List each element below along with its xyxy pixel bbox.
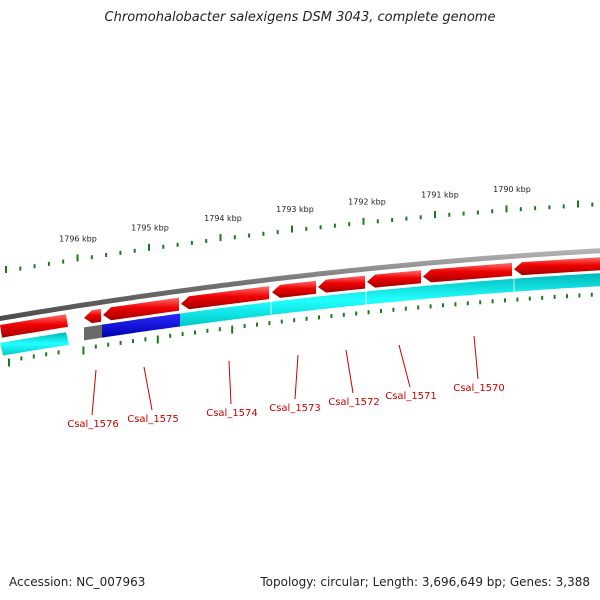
outer-ruler: [5, 200, 594, 273]
reverse-gene[interactable]: [180, 273, 600, 327]
gene-leader-line: [228, 360, 232, 405]
forward-gene[interactable]: [423, 262, 512, 283]
backbone-band: [0, 248, 600, 321]
kbp-label: 1790 kbp: [493, 185, 531, 194]
gene-labels: Csal_1576 Csal_1575 Csal_1574 Csal_1573 Csal…: [67, 335, 505, 430]
gene-label[interactable]: Csal_1571: [385, 391, 437, 402]
gene-label[interactable]: Csal_1570: [453, 383, 505, 394]
kbp-label: 1795 kbp: [131, 224, 169, 233]
accession-text: Accession: NC_007963: [9, 575, 146, 589]
gene-leader-line: [345, 349, 354, 394]
gene-label[interactable]: Csal_1576: [67, 419, 119, 430]
inner-ruler: [8, 292, 593, 367]
map-title: Chromohalobacter salexigens DSM 3043, co…: [104, 10, 496, 25]
forward-gene[interactable]: [514, 257, 600, 276]
kbp-label: 1793 kbp: [276, 205, 314, 214]
forward-gene[interactable]: [181, 286, 269, 310]
reverse-gene[interactable]: [0, 332, 69, 356]
kbp-label: 1792 kbp: [348, 197, 386, 206]
reverse-gene-track: [0, 273, 600, 356]
gene-label[interactable]: Csal_1573: [269, 403, 321, 414]
highlighted-gene[interactable]: [102, 313, 180, 338]
gene-leader-line: [473, 335, 479, 380]
gene-leader-line: [143, 366, 153, 411]
kbp-label: 1796 kbp: [59, 234, 97, 243]
forward-gene[interactable]: [84, 308, 101, 324]
forward-gene[interactable]: [318, 275, 365, 293]
gene-leader-line: [91, 369, 97, 416]
gene-label[interactable]: Csal_1574: [206, 408, 258, 419]
ruler-labels: 1796 kbp 1795 kbp 1794 kbp 1793 kbp 1792 kbp…: [59, 185, 531, 243]
forward-gene[interactable]: [367, 270, 421, 288]
reverse-gene-partial[interactable]: [84, 324, 102, 341]
topology-text: Topology: circular; Length: 3,696,649 bp…: [260, 575, 590, 589]
forward-gene-track: [0, 257, 600, 338]
gene-label[interactable]: Csal_1575: [127, 414, 179, 425]
kbp-label: 1791 kbp: [421, 191, 459, 200]
gene-leader-line: [398, 344, 411, 388]
forward-gene[interactable]: [0, 314, 68, 338]
kbp-label: 1794 kbp: [204, 214, 242, 223]
gene-leader-line: [294, 354, 299, 400]
forward-gene[interactable]: [272, 280, 316, 298]
forward-gene[interactable]: [103, 297, 179, 321]
backbone-track: [0, 248, 600, 321]
gene-label[interactable]: Csal_1572: [328, 397, 380, 408]
